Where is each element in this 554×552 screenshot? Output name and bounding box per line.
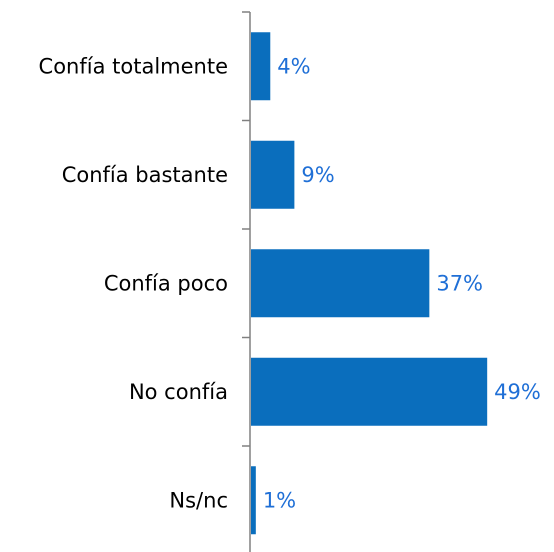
value-label: 1% xyxy=(263,488,296,512)
category-label: Confía bastante xyxy=(62,163,228,187)
bar-1 xyxy=(251,32,271,101)
value-label: 49% xyxy=(494,380,541,404)
value-label: 4% xyxy=(277,54,310,78)
value-label: 37% xyxy=(436,271,483,295)
category-label: Confía totalmente xyxy=(39,54,228,78)
category-label: Confía poco xyxy=(104,271,228,295)
value-label: 9% xyxy=(301,163,334,187)
bar-2 xyxy=(251,140,295,209)
category-label: Ns/nc xyxy=(169,488,228,512)
bar-3 xyxy=(251,249,430,318)
bar-4 xyxy=(251,357,488,426)
category-label: No confía xyxy=(129,380,228,404)
bar-5 xyxy=(251,466,256,535)
